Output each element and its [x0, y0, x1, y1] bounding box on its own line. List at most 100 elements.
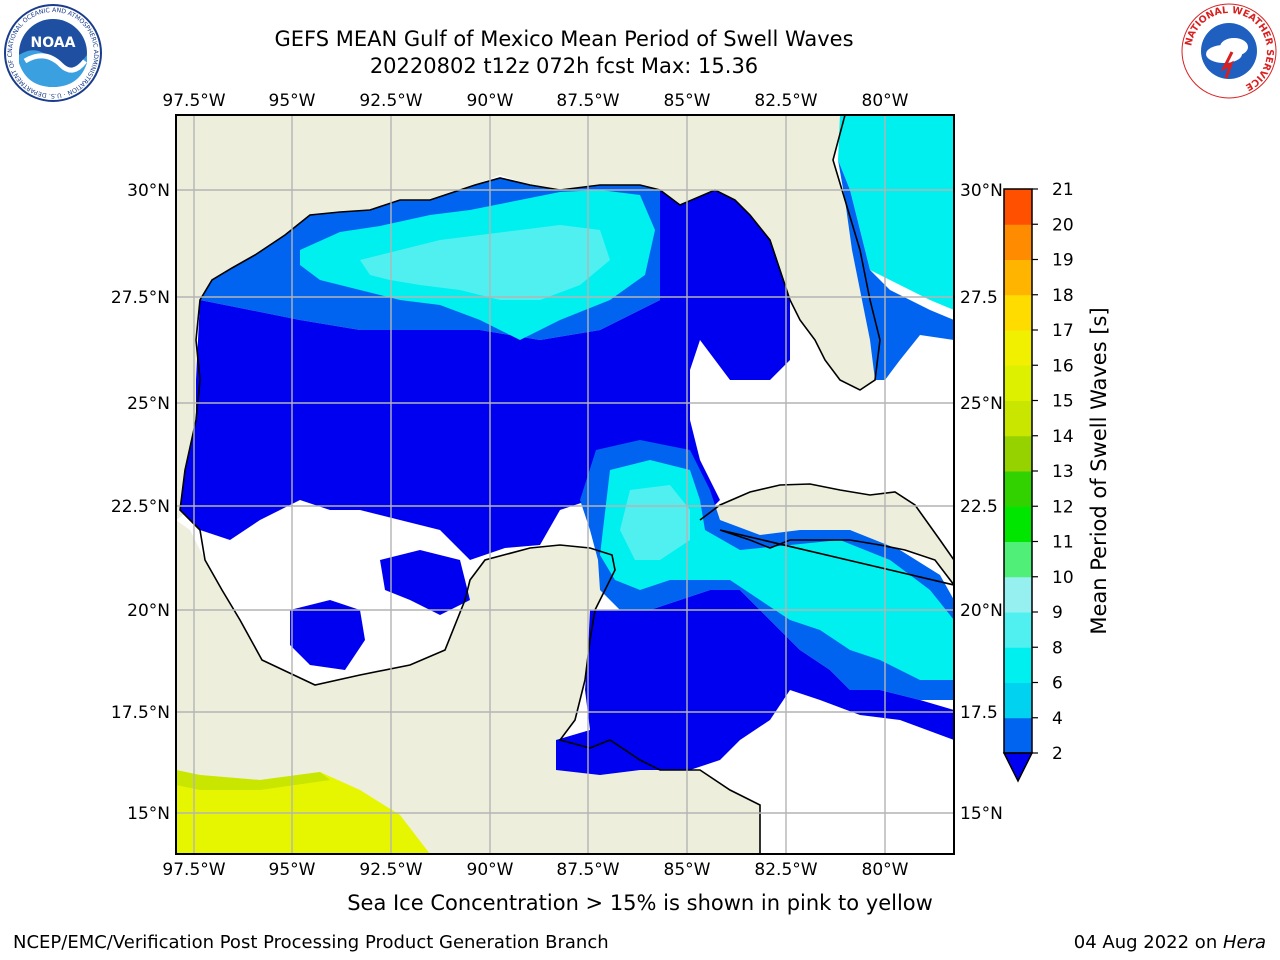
coastlines: [179, 115, 954, 854]
colorbar-tick-label: 17: [1052, 321, 1074, 341]
colorbar-tick-label: 2: [1052, 744, 1063, 764]
colorbar-swatches: [1004, 189, 1032, 754]
lat-label: 25°N: [127, 394, 170, 414]
lon-label: 87.5°W: [556, 860, 619, 880]
lon-label: 97.5°W: [162, 860, 225, 880]
footnote: Sea Ice Concentration > 15% is shown in …: [347, 891, 933, 915]
map-frame: [175, 114, 955, 855]
date-text: 04 Aug 2022 on: [1073, 932, 1223, 953]
colorbar-swatch: [1004, 612, 1032, 648]
lat-label: 25°N: [960, 394, 1003, 414]
lon-label: 82.5°W: [754, 860, 817, 880]
colorbar-swatch: [1004, 294, 1032, 331]
lat-label: 22.5°N: [111, 497, 170, 517]
colorbar-tick-label: 12: [1052, 497, 1074, 517]
swell-campeche-patch: [290, 600, 365, 670]
swell-central-gulf: [180, 190, 790, 560]
colorbar-swatch: [1004, 330, 1032, 366]
colorbar-tick-label: 4: [1052, 709, 1063, 729]
swell-northern-cyan-light: [360, 225, 610, 300]
ice-yellow: [176, 770, 430, 854]
colorbar-ticks: 2 4 6 8 9 10 11 12 13 14 15 16 17 18 19 20 21: [1032, 180, 1074, 764]
lat-label: 27.5°N: [111, 288, 170, 308]
colorbar-swatch: [1004, 576, 1032, 613]
noaa-logo-text: NOAA: [31, 35, 76, 51]
lat-label: 27.5: [960, 288, 998, 308]
lat-labels-right: 30°N 27.5 25°N 22.5 20°N 17.5 15°N: [960, 181, 1003, 824]
lon-label: 90°W: [467, 860, 514, 880]
lat-label: 30°N: [960, 181, 1003, 201]
colorbar: 2 4 6 8 9 10 11 12 13 14 15 16 17 18 19 20 21 Mean Perio…: [1002, 180, 1111, 783]
date-stamp: 04 Aug 2022 on Hera: [1074, 932, 1266, 953]
colorbar-swatch: [1004, 224, 1032, 260]
colorbar-tick-label: 18: [1052, 286, 1074, 306]
colorbar-tick-label: 21: [1052, 180, 1074, 200]
lon-label: 87.5°W: [556, 91, 619, 111]
lon-label: 97.5°W: [162, 91, 225, 111]
swell-florida-blue: [838, 160, 954, 380]
colorbar-swatch: [1004, 506, 1032, 542]
lon-label: 82.5°W: [754, 91, 817, 111]
colorbar-swatch: [1004, 400, 1032, 437]
colorbar-swatch: [1004, 189, 1032, 225]
colorbar-tick-label: 10: [1052, 568, 1074, 588]
colorbar-swatch: [1004, 259, 1032, 296]
lon-labels-top: 97.5°W 95°W 92.5°W 90°W 87.5°W 85°W 82.5…: [162, 91, 908, 111]
lat-label: 17.5: [960, 703, 998, 723]
swell-florida-cyan: [838, 115, 954, 310]
us-land: [176, 115, 880, 520]
lon-label: 85°W: [664, 91, 711, 111]
lat-label: 15°N: [960, 804, 1003, 824]
colorbar-tick-label: 19: [1052, 251, 1074, 271]
colorbar-swatch: [1004, 435, 1032, 472]
chart-subtitle: 20220802 t12z 072h fcst Max: 15.36: [369, 54, 759, 78]
colorbar-tick-label: 20: [1052, 215, 1074, 235]
colorbar-swatch: [1004, 365, 1032, 401]
lon-label: 92.5°W: [359, 91, 422, 111]
swell-field: [176, 115, 954, 854]
colorbar-label: Mean Period of Swell Waves [s]: [1087, 307, 1111, 634]
graticule: [176, 115, 954, 854]
colorbar-tick-label: 15: [1052, 392, 1074, 412]
mexico-coastline: [199, 529, 761, 854]
lat-label: 30°N: [127, 181, 170, 201]
land: [176, 115, 954, 854]
colorbar-tick-label: 14: [1052, 427, 1074, 447]
lat-label: 22.5: [960, 497, 998, 517]
colorbar-swatch: [1004, 471, 1032, 507]
host-name: Hera: [1222, 932, 1266, 953]
lon-label: 92.5°W: [359, 860, 422, 880]
colorbar-swatch: [1004, 647, 1032, 683]
colorbar-tick-label: 16: [1052, 356, 1074, 376]
lat-label: 20°N: [127, 601, 170, 621]
colorbar-extend-triangle: [1002, 752, 1034, 783]
swell-caribbean-blue: [556, 590, 954, 775]
lat-labels-left: 30°N 27.5°N 25°N 22.5°N 20°N 17.5°N 15°N: [111, 181, 170, 824]
lon-label: 95°W: [269, 91, 316, 111]
map-area: [176, 115, 954, 854]
colorbar-swatch: [1004, 682, 1032, 719]
lat-label: 20°N: [960, 601, 1003, 621]
colorbar-tick-label: 9: [1052, 603, 1063, 623]
swell-campeche-patch-2: [380, 550, 470, 615]
chart-title: GEFS MEAN Gulf of Mexico Mean Period of …: [274, 27, 854, 51]
colorbar-tick-label: 6: [1052, 674, 1063, 694]
lat-label: 15°N: [127, 804, 170, 824]
cuba-coastline: [699, 483, 954, 586]
lon-label: 95°W: [269, 860, 316, 880]
lon-label: 85°W: [664, 860, 711, 880]
colorbar-tick-label: 8: [1052, 638, 1063, 658]
nws-logo: NATIONAL WEATHER SERVICE: [1181, 3, 1277, 99]
noaa-logo: NATIONAL OCEANIC AND ATMOSPHERIC ADMINIS…: [3, 3, 102, 102]
colorbar-swatch: [1004, 717, 1032, 754]
colorbar-tick-label: 11: [1052, 533, 1074, 553]
lon-labels-bottom: 97.5°W 95°W 92.5°W 90°W 87.5°W 85°W 82.5…: [162, 860, 908, 880]
central-america-land: [560, 770, 760, 854]
colorbar-swatch: [1004, 541, 1032, 578]
lon-label: 80°W: [862, 91, 909, 111]
lat-label: 17.5°N: [111, 703, 170, 723]
colorbar-tick-label: 13: [1052, 462, 1074, 482]
lon-label: 90°W: [467, 91, 514, 111]
lon-label: 80°W: [862, 860, 909, 880]
